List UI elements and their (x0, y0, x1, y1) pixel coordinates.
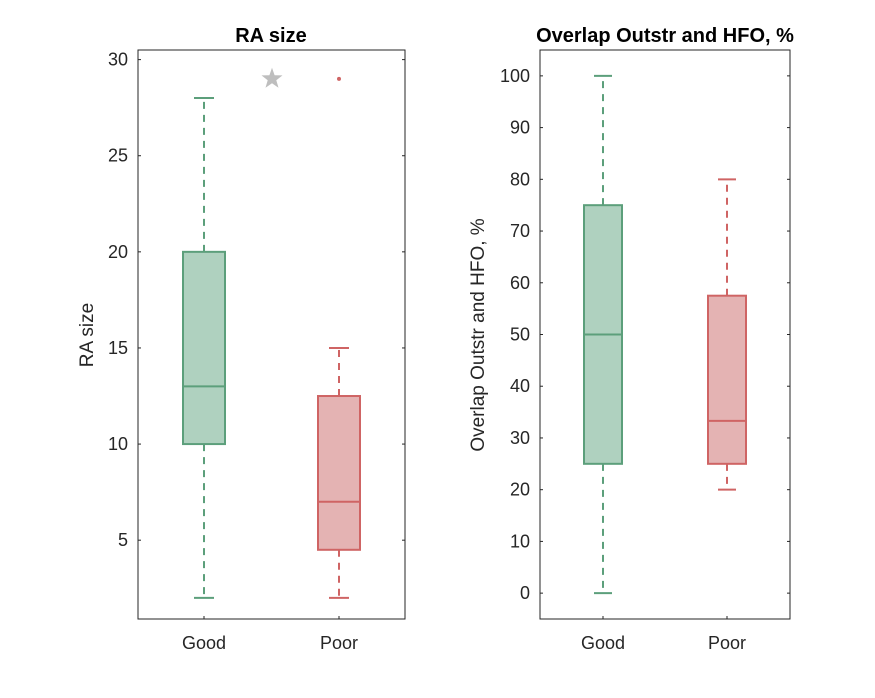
y-tick-label: 100 (500, 66, 530, 86)
y-tick-label: 10 (510, 531, 530, 551)
x-tick-label: Poor (708, 633, 746, 653)
iqr-box (707, 294, 747, 465)
y-axis-ticks: 0 10 20 30 40 50 60 70 80 90 100 (500, 66, 790, 603)
plot-frame (539, 49, 791, 620)
plot-frame (137, 49, 406, 620)
y-axis-label: Overlap Outstr and HFO, % (468, 218, 489, 451)
outlier-star (261, 67, 283, 88)
y-tick-label: 30 (510, 428, 530, 448)
y-tick-label: 20 (510, 480, 530, 500)
outlier-dot (337, 76, 341, 81)
y-tick-label: 5 (118, 530, 128, 550)
box-series (583, 74, 747, 595)
y-tick-label: 20 (108, 242, 128, 262)
iqr-box (317, 395, 361, 551)
y-tick-label: 15 (108, 338, 128, 358)
y-tick-label: 30 (108, 50, 128, 70)
chart-panel-ra-size: RA size RA size 5 10 15 20 25 30 Good Poor (77, 25, 406, 653)
y-tick-label: 90 (510, 118, 530, 138)
x-tick-label: Good (581, 633, 625, 653)
y-tick-label: 80 (510, 169, 530, 189)
box-good (583, 74, 623, 595)
chart-title: Overlap Outstr and HFO, % (536, 25, 794, 47)
x-tick-label: Poor (320, 633, 358, 653)
y-axis-label: RA size (77, 303, 98, 367)
y-tick-label: 0 (520, 583, 530, 603)
x-axis-ticks: Good Poor (182, 616, 358, 653)
y-tick-label: 50 (510, 325, 530, 345)
iqr-box (182, 250, 226, 446)
box-poor (707, 178, 747, 491)
y-tick-label: 10 (108, 434, 128, 454)
y-tick-label: 60 (510, 273, 530, 293)
chart-panel-overlap: Overlap Outstr and HFO, % Overlap Outstr… (468, 25, 794, 653)
x-tick-label: Good (182, 633, 226, 653)
y-tick-label: 40 (510, 376, 530, 396)
y-tick-label: 70 (510, 221, 530, 241)
x-axis-ticks: Good Poor (581, 616, 746, 653)
box-good (182, 67, 283, 599)
y-tick-label: 25 (108, 146, 128, 166)
y-axis-ticks: 5 10 15 20 25 30 (108, 50, 405, 550)
box-series (182, 67, 361, 599)
box-poor (317, 76, 361, 599)
chart-title: RA size (235, 25, 307, 47)
